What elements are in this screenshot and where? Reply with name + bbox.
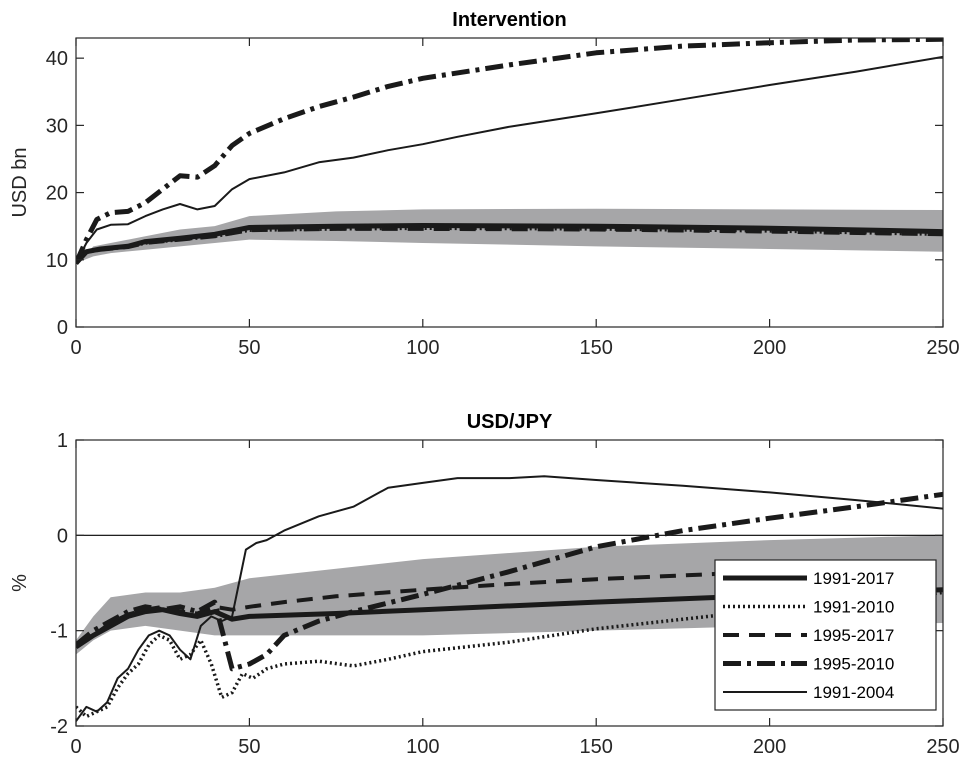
x-tick-label: 50 bbox=[238, 736, 260, 758]
y-tick-label: 20 bbox=[46, 183, 68, 205]
series-line-1995-2017 bbox=[76, 563, 943, 649]
y-axis-label: USD bn bbox=[9, 147, 31, 217]
legend-label: 1991-2004 bbox=[813, 683, 894, 702]
series-line-1991-2010 bbox=[76, 590, 943, 719]
y-tick-label: -2 bbox=[50, 716, 68, 738]
x-tick-label: 250 bbox=[926, 736, 959, 758]
y-tick-label: 40 bbox=[46, 48, 68, 70]
x-tick-label: 150 bbox=[580, 736, 613, 758]
y-axis-label: % bbox=[9, 574, 31, 592]
x-tick-label: 0 bbox=[70, 337, 81, 359]
x-tick-label: 200 bbox=[753, 736, 786, 758]
series-line-1995-2010 bbox=[76, 38, 943, 265]
series-line-1991-2004 bbox=[76, 475, 943, 722]
y-tick-label: -1 bbox=[50, 621, 68, 643]
x-tick-label: 50 bbox=[238, 337, 260, 359]
x-tick-label: 250 bbox=[926, 337, 959, 359]
x-tick-label: 150 bbox=[580, 337, 613, 359]
legend-label: 1991-2017 bbox=[813, 569, 894, 588]
y-tick-label: 30 bbox=[46, 115, 68, 137]
y-tick-label: 0 bbox=[57, 525, 68, 547]
legend: 1991-2017 1991-2010 1995-2017 1995-2010 1991… bbox=[714, 559, 937, 711]
x-tick-label: 100 bbox=[406, 736, 439, 758]
x-tick-label: 200 bbox=[753, 337, 786, 359]
legend-label: 1995-2017 bbox=[813, 626, 894, 645]
chart-title: Intervention bbox=[452, 9, 566, 31]
y-tick-label: 1 bbox=[57, 430, 68, 452]
axes-frame bbox=[75, 439, 944, 727]
confidence-band bbox=[76, 208, 943, 264]
y-tick-label: 10 bbox=[46, 250, 68, 272]
legend-label: 1995-2010 bbox=[813, 655, 894, 674]
series-line-1991-2017 bbox=[76, 587, 943, 649]
x-tick-label: 100 bbox=[406, 337, 439, 359]
series-line-1991-2004 bbox=[76, 55, 943, 264]
series-line-1995-2010 bbox=[76, 491, 943, 672]
series-line-1995-2017 bbox=[76, 226, 943, 265]
x-tick-label: 0 bbox=[70, 736, 81, 758]
chart-title: USD/JPY bbox=[467, 411, 553, 433]
legend-label: 1991-2010 bbox=[813, 598, 894, 617]
axes-frame bbox=[75, 37, 944, 328]
intervention-panel: 0 50 100 150 200 250 0 10 20 30 40 Intervention USD … bbox=[9, 9, 960, 359]
y-tick-label: 0 bbox=[57, 317, 68, 339]
